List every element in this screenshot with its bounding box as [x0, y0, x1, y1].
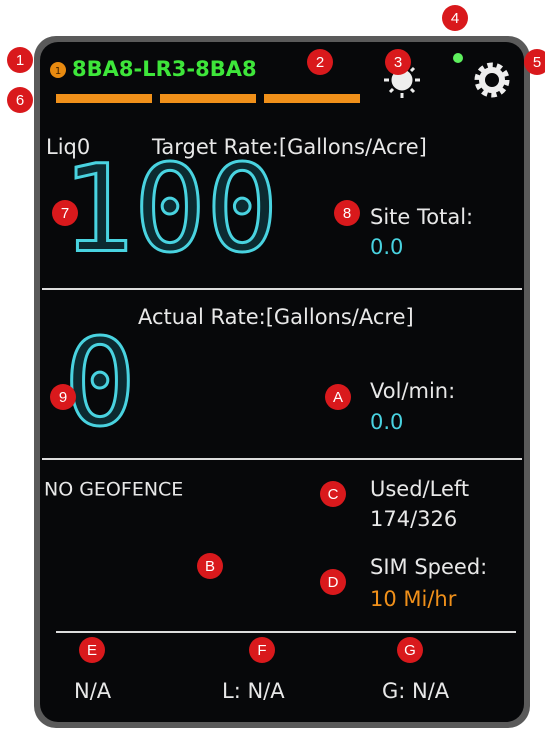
marker-label: 2 [316, 54, 324, 71]
progress-bar [160, 94, 256, 103]
actual-label: Actual Rate:[Gallons/Acre] [138, 305, 414, 329]
geofence: NO GEOFENCE [44, 479, 183, 501]
l-status: L: N/A [222, 679, 285, 703]
used-left-label: Used/Left [370, 477, 469, 501]
sim-speed-label: SIM Speed: [370, 555, 487, 579]
sim-speed-value: 10 Mi/hr [370, 587, 457, 611]
target-value: 100 [62, 141, 279, 280]
progress-bar [264, 94, 360, 103]
marker-label: A [333, 389, 343, 406]
marker-label: 4 [451, 10, 459, 27]
marker-label: 1 [16, 52, 24, 69]
actual-value: 0 [64, 315, 136, 454]
marker-label: 3 [394, 54, 402, 71]
marker-label: G [404, 642, 416, 659]
site-total-value: 0.0 [370, 235, 403, 259]
marker-label: 6 [16, 92, 24, 109]
led [453, 53, 463, 63]
status-badge: 1 [55, 66, 61, 77]
used-left-value: 174/326 [370, 507, 457, 531]
device-id: 8BA8-LR3-8BA8 [72, 57, 257, 81]
progress-bar [56, 94, 152, 103]
vol-label: Vol/min: [370, 379, 455, 403]
screenshot: 1 8BA8-LR3-8BA8 Liq0 Target Rate:[Gallon… [0, 0, 545, 734]
marker-label: B [205, 558, 215, 575]
marker-label: D [328, 574, 339, 591]
marker-label: C [328, 486, 339, 503]
site-total-label: Site Total: [370, 205, 473, 229]
gps-status: N/A [74, 679, 112, 703]
marker-label: 7 [61, 205, 69, 222]
vol-value: 0.0 [370, 410, 403, 434]
marker-label: 9 [59, 389, 67, 406]
marker-label: F [257, 642, 266, 659]
marker-label: 8 [343, 205, 351, 222]
marker-label: E [87, 642, 97, 659]
marker-label: 5 [533, 54, 541, 71]
g-status: G: N/A [382, 679, 450, 703]
